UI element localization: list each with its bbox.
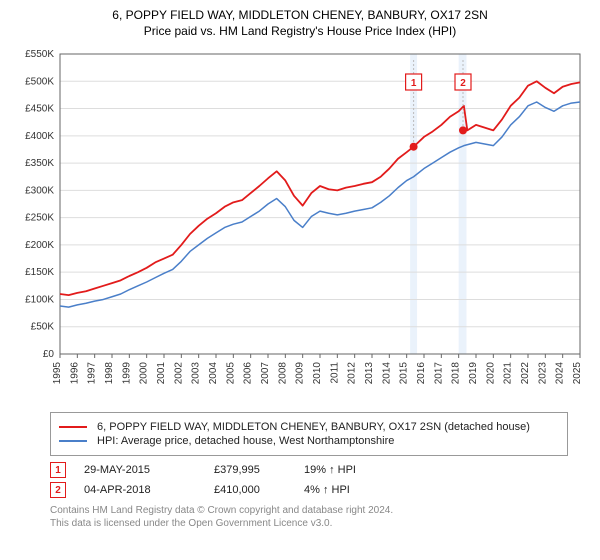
svg-text:2004: 2004	[208, 362, 219, 385]
event-number: 2	[55, 485, 61, 496]
svg-text:2023: 2023	[537, 362, 548, 385]
event-pct: 4% ↑ HPI	[304, 484, 414, 496]
svg-text:£350K: £350K	[25, 158, 54, 169]
legend-label: 6, POPPY FIELD WAY, MIDDLETON CHENEY, BA…	[97, 421, 530, 433]
chart-title-line1: 6, POPPY FIELD WAY, MIDDLETON CHENEY, BA…	[10, 8, 590, 22]
event-price: £410,000	[214, 484, 304, 496]
svg-text:2012: 2012	[347, 362, 358, 385]
event-date: 04-APR-2018	[84, 484, 214, 496]
svg-text:£300K: £300K	[25, 185, 54, 196]
svg-text:2001: 2001	[156, 362, 167, 385]
footer-line: This data is licensed under the Open Gov…	[50, 517, 590, 530]
event-price: £379,995	[214, 464, 304, 476]
footer: Contains HM Land Registry data © Crown c…	[50, 504, 590, 530]
svg-text:£100K: £100K	[25, 294, 54, 305]
legend: 6, POPPY FIELD WAY, MIDDLETON CHENEY, BA…	[50, 412, 568, 456]
svg-text:1996: 1996	[69, 362, 80, 385]
svg-text:1995: 1995	[52, 362, 63, 385]
svg-text:1998: 1998	[104, 362, 115, 385]
svg-text:£0: £0	[43, 349, 55, 360]
svg-text:2007: 2007	[260, 362, 271, 385]
legend-item: HPI: Average price, detached house, West…	[59, 435, 559, 447]
svg-text:£550K: £550K	[25, 49, 54, 60]
svg-text:2018: 2018	[451, 362, 462, 385]
svg-text:2021: 2021	[503, 362, 514, 385]
svg-text:£250K: £250K	[25, 213, 54, 224]
svg-text:2010: 2010	[312, 362, 323, 385]
legend-item: 6, POPPY FIELD WAY, MIDDLETON CHENEY, BA…	[59, 421, 559, 433]
svg-text:£200K: £200K	[25, 240, 54, 251]
svg-text:2020: 2020	[485, 362, 496, 385]
svg-text:2013: 2013	[364, 362, 375, 385]
svg-text:1999: 1999	[121, 362, 132, 385]
event-number: 1	[55, 465, 61, 476]
chart-svg: £0 £50K £100K £150K £200K £250K £300K £350K £400…	[10, 44, 590, 404]
svg-text:2019: 2019	[468, 362, 479, 385]
event-row: 2 04-APR-2018 £410,000 4% ↑ HPI	[50, 482, 590, 498]
svg-text:2022: 2022	[520, 362, 531, 385]
event-marker: 1	[50, 462, 66, 478]
svg-text:1997: 1997	[87, 362, 98, 385]
footer-line: Contains HM Land Registry data © Crown c…	[50, 504, 590, 517]
svg-text:2002: 2002	[173, 362, 184, 385]
svg-text:2000: 2000	[139, 362, 150, 385]
legend-swatch	[59, 426, 87, 428]
svg-text:£450K: £450K	[25, 104, 54, 115]
line-chart: £0 £50K £100K £150K £200K £250K £300K £350K £400…	[10, 44, 590, 404]
svg-text:2025: 2025	[572, 362, 583, 385]
event-list: 1 29-MAY-2015 £379,995 19% ↑ HPI 2 04-AP…	[50, 462, 590, 498]
svg-text:2006: 2006	[243, 362, 254, 385]
svg-text:2009: 2009	[295, 362, 306, 385]
svg-text:2014: 2014	[381, 362, 392, 385]
event-date: 29-MAY-2015	[84, 464, 214, 476]
svg-text:2024: 2024	[555, 362, 566, 385]
svg-text:£50K: £50K	[31, 322, 55, 333]
legend-label: HPI: Average price, detached house, West…	[97, 435, 394, 447]
svg-text:£500K: £500K	[25, 76, 54, 87]
svg-text:2: 2	[460, 78, 466, 89]
chart-title-line2: Price paid vs. HM Land Registry's House …	[10, 24, 590, 38]
svg-text:£400K: £400K	[25, 131, 54, 142]
event-marker: 2	[50, 482, 66, 498]
svg-text:1: 1	[411, 78, 417, 89]
event-row: 1 29-MAY-2015 £379,995 19% ↑ HPI	[50, 462, 590, 478]
svg-text:2015: 2015	[399, 362, 410, 385]
svg-text:2017: 2017	[433, 362, 444, 385]
svg-text:2008: 2008	[277, 362, 288, 385]
event-pct: 19% ↑ HPI	[304, 464, 414, 476]
svg-text:£150K: £150K	[25, 267, 54, 278]
svg-text:2011: 2011	[329, 362, 340, 384]
svg-text:2003: 2003	[191, 362, 202, 385]
svg-text:2005: 2005	[225, 362, 236, 385]
svg-text:2016: 2016	[416, 362, 427, 385]
legend-swatch	[59, 440, 87, 442]
